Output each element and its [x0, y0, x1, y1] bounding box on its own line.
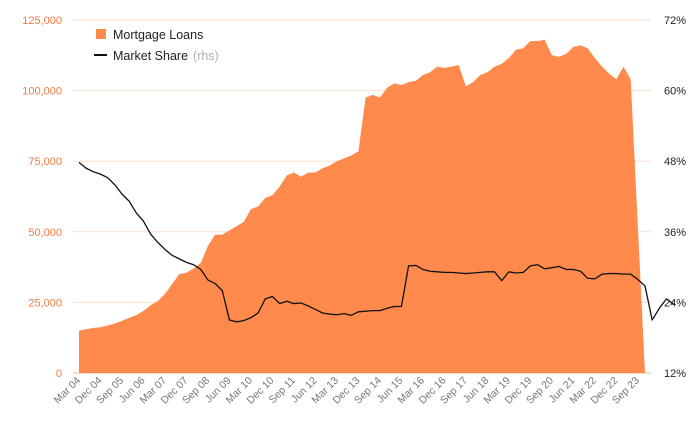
right-tick-label-1: 24% — [664, 297, 686, 309]
left-tick-label-2: 50,000 — [28, 227, 62, 239]
right-tick-label-4: 60% — [664, 86, 686, 98]
left-tick-label-4: 100,000 — [22, 86, 62, 98]
left-axis: 0 25,000 50,000 75,000 100,000 125,000 — [22, 15, 62, 380]
legend-note-rhs: (rhs) — [193, 49, 219, 63]
legend-swatch-mortgage-loans — [96, 29, 106, 39]
left-tick-label-0: 0 — [56, 368, 62, 380]
right-tick-label-5: 72% — [664, 15, 686, 27]
left-tick-label-3: 75,000 — [28, 156, 62, 168]
left-tick-label-1: 25,000 — [28, 297, 62, 309]
market-share-line — [78, 161, 675, 323]
left-tick-label-5: 125,000 — [22, 15, 62, 27]
right-axis: 12% 24% 36% 48% 60% 72% — [664, 15, 686, 380]
right-tick-label-3: 48% — [664, 156, 686, 168]
mortgage-loans-area — [79, 39, 645, 374]
legend-label-market-share-text: Market Share — [113, 49, 188, 63]
legend-label-market-share: Market Share (rhs) — [113, 49, 219, 63]
market-share-line-layer — [78, 161, 675, 323]
right-tick-label-2: 36% — [664, 227, 686, 239]
legend-label-mortgage-loans: Mortgage Loans — [113, 28, 203, 42]
mortgage-loans-area-layer — [79, 39, 645, 374]
right-tick-label-0: 12% — [664, 368, 686, 380]
legend: Mortgage Loans Market Share (rhs) — [94, 28, 219, 63]
